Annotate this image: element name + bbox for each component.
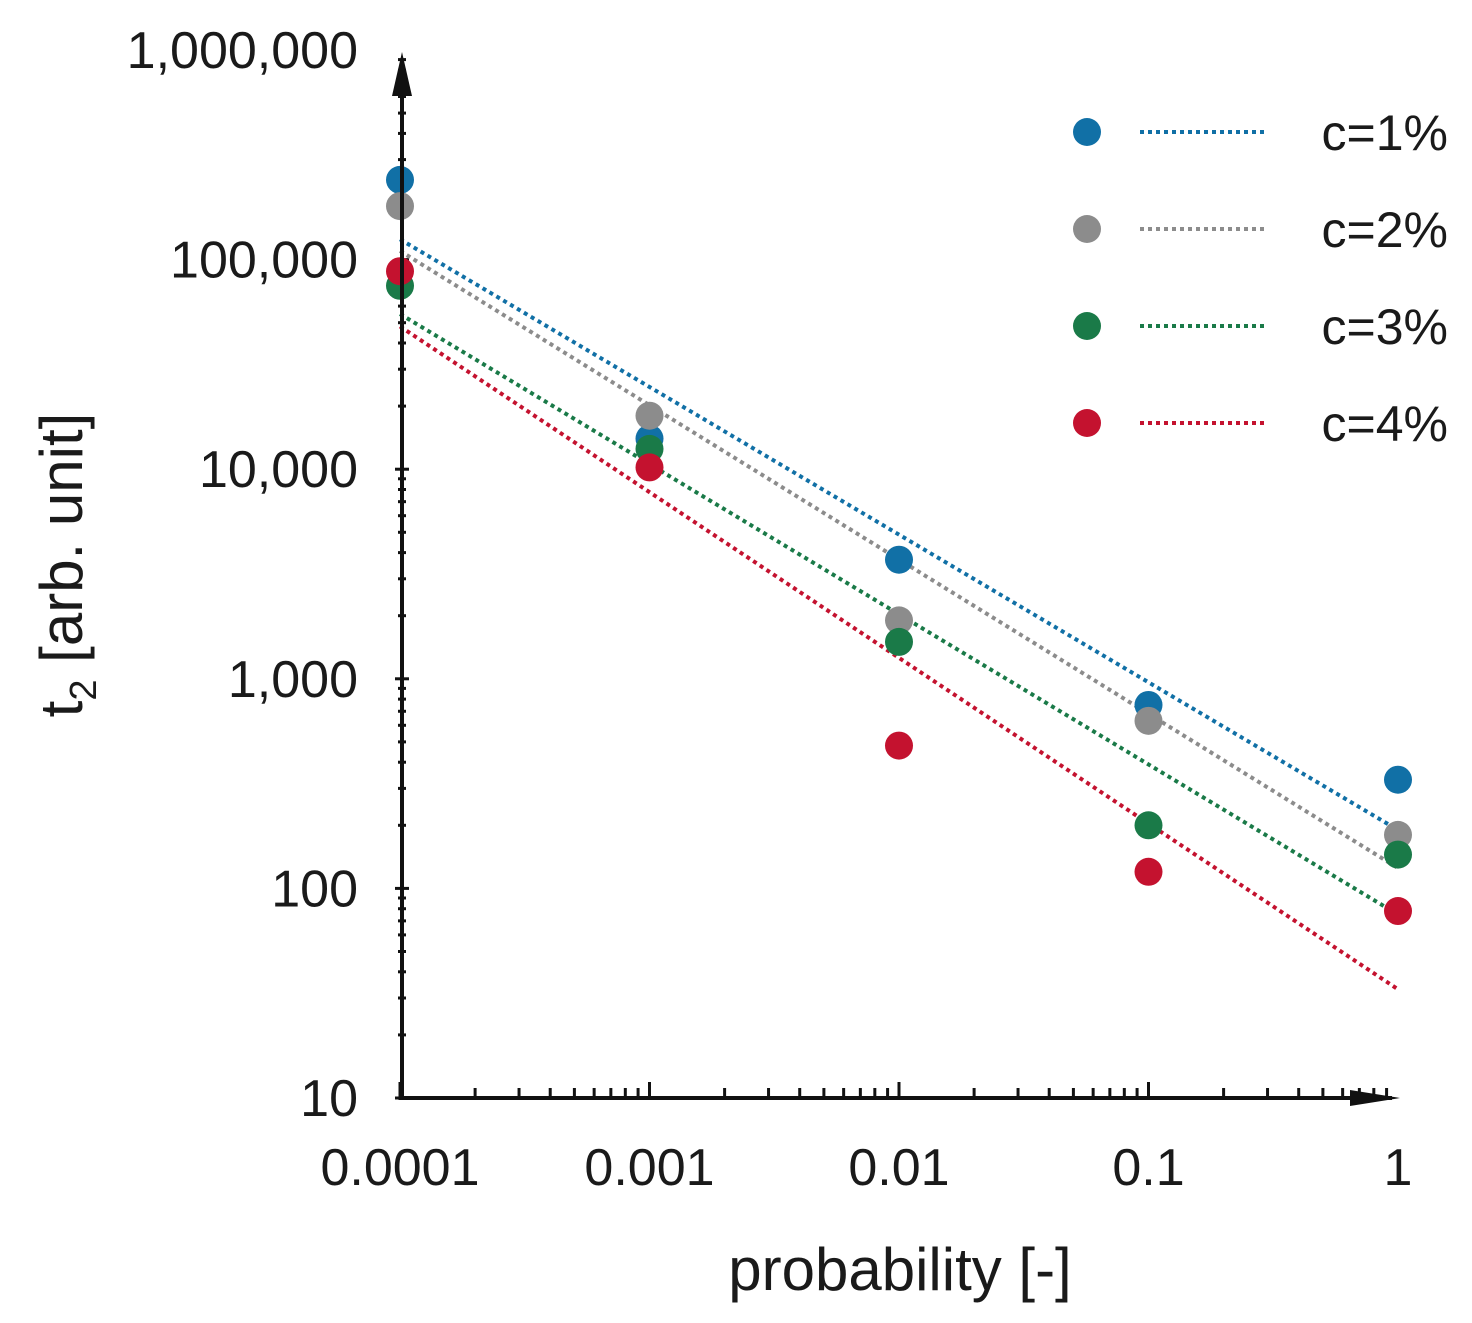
fit-line-c=3% xyxy=(398,312,1400,917)
data-point-c=2% xyxy=(1384,820,1412,849)
y-axis-arrow xyxy=(392,52,412,96)
y-axis-title-main: t xyxy=(28,700,95,717)
legend-marker xyxy=(1073,312,1101,340)
y-tick-label: 1,000 xyxy=(228,651,358,709)
legend-label: c=1% xyxy=(1322,105,1448,161)
legend-label: c=3% xyxy=(1322,299,1448,355)
data-point-c=2% xyxy=(635,401,664,430)
data-points xyxy=(386,165,1412,926)
x-axis-arrow xyxy=(1350,1090,1400,1106)
y-tick-label: 1,000,000 xyxy=(127,22,358,80)
x-tick-label: 1 xyxy=(1384,1139,1413,1197)
y-axis-title-suffix: [arb. unit] xyxy=(28,413,95,680)
y-tick-label: 10,000 xyxy=(199,441,358,499)
data-point-c=4% xyxy=(885,731,913,760)
data-point-c=1% xyxy=(1384,765,1412,794)
minor-ticks xyxy=(395,58,1389,1100)
x-tick-label: 0.001 xyxy=(584,1139,714,1197)
legend-marker xyxy=(1073,215,1101,243)
legend-label: c=4% xyxy=(1322,396,1448,452)
data-point-c=3% xyxy=(1134,811,1163,840)
data-point-c=3% xyxy=(885,627,913,656)
data-point-c=4% xyxy=(1384,897,1412,926)
data-point-c=4% xyxy=(1134,857,1163,886)
data-point-c=3% xyxy=(1384,840,1412,869)
x-axis-title: probability [-] xyxy=(728,1236,1071,1303)
y-tick-label: 100,000 xyxy=(170,232,358,290)
y-axis-title-subscript: 2 xyxy=(63,680,105,701)
y-tick-label: 100 xyxy=(271,860,358,918)
x-tick-label: 0.1 xyxy=(1112,1139,1184,1197)
fit-line-c=4% xyxy=(398,324,1400,991)
tick-labels: 0.0001 0.001 0.01 0.1 1 10 100 1,000 10,000 100,0… xyxy=(127,22,1413,1197)
x-tick-label: 0.01 xyxy=(848,1139,949,1197)
legend-label: c=2% xyxy=(1322,202,1448,258)
data-point-c=4% xyxy=(635,453,664,482)
legend: c=1% c=2% c=3% c=4% xyxy=(1073,105,1448,452)
fit-line-c=1% xyxy=(398,237,1400,832)
legend-marker xyxy=(1073,409,1101,437)
legend-marker xyxy=(1073,118,1101,146)
y-tick-label: 10 xyxy=(300,1070,358,1128)
data-point-c=2% xyxy=(885,606,913,635)
x-tick-label: 0.0001 xyxy=(320,1139,479,1197)
y-axis-title: t2 [arb. unit] xyxy=(28,413,105,718)
data-point-c=1% xyxy=(885,545,913,574)
data-point-c=2% xyxy=(1134,706,1163,735)
